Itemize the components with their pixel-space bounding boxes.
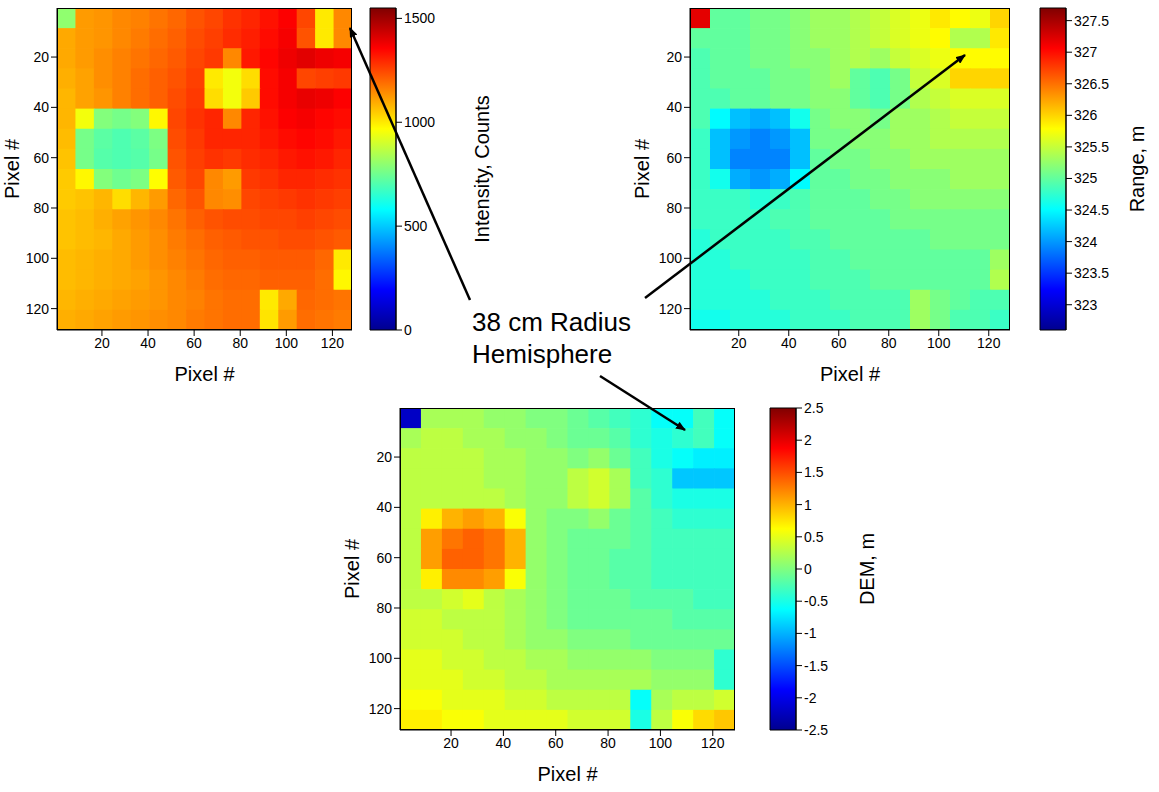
svg-text:80: 80 [232, 335, 248, 351]
svg-text:60: 60 [186, 335, 202, 351]
svg-text:-1: -1 [804, 625, 817, 641]
svg-text:1: 1 [804, 497, 812, 513]
svg-text:326.5: 326.5 [1074, 76, 1109, 92]
svg-text:-1.5: -1.5 [804, 658, 828, 674]
svg-text:60: 60 [831, 335, 847, 351]
svg-text:0: 0 [804, 561, 812, 577]
svg-text:323.5: 323.5 [1074, 265, 1109, 281]
svg-text:60: 60 [376, 550, 392, 566]
svg-text:40: 40 [140, 335, 156, 351]
svg-text:80: 80 [881, 335, 897, 351]
svg-text:2: 2 [804, 432, 812, 448]
svg-text:326: 326 [1074, 107, 1098, 123]
svg-text:120: 120 [26, 301, 50, 317]
html-text:38 cm Radius Hemisphere: 38 cm Radius Hemisphere [472, 307, 631, 369]
svg-text:40: 40 [496, 735, 512, 751]
svg-text:1000: 1000 [404, 114, 435, 130]
svg-text:Pixel #: Pixel # [174, 363, 235, 385]
svg-text:Pixel #: Pixel # [341, 538, 363, 599]
svg-text:324.5: 324.5 [1074, 202, 1109, 218]
svg-text:20: 20 [33, 49, 49, 65]
svg-text:100: 100 [927, 335, 951, 351]
svg-text:-2: -2 [804, 690, 817, 706]
svg-text:40: 40 [33, 99, 49, 115]
svg-text:40: 40 [376, 499, 392, 515]
svg-text:DEM, m: DEM, m [856, 533, 878, 605]
svg-text:80: 80 [666, 200, 682, 216]
svg-text:120: 120 [701, 735, 725, 751]
svg-text:327.5: 327.5 [1074, 13, 1109, 29]
svg-text:60: 60 [666, 150, 682, 166]
svg-text:60: 60 [548, 735, 564, 751]
svg-text:120: 120 [321, 335, 345, 351]
svg-text:1.5: 1.5 [804, 464, 824, 480]
svg-text:Pixel #: Pixel # [1, 138, 23, 199]
svg-text:100: 100 [649, 735, 673, 751]
svg-text:100: 100 [275, 335, 299, 351]
svg-text:20: 20 [376, 449, 392, 465]
svg-text:120: 120 [977, 335, 1001, 351]
svg-text:325.5: 325.5 [1074, 139, 1109, 155]
svg-text:80: 80 [376, 600, 392, 616]
svg-text:80: 80 [33, 200, 49, 216]
svg-text:40: 40 [666, 99, 682, 115]
svg-text:-0.5: -0.5 [804, 593, 828, 609]
svg-text:100: 100 [369, 650, 393, 666]
svg-text:20: 20 [666, 49, 682, 65]
svg-text:80: 80 [600, 735, 616, 751]
svg-text:2.5: 2.5 [804, 400, 824, 416]
svg-text:1500: 1500 [404, 10, 435, 26]
svg-text:0.5: 0.5 [804, 529, 824, 545]
svg-text:0: 0 [404, 322, 412, 338]
svg-text:327: 327 [1074, 44, 1098, 60]
svg-text:Range, m: Range, m [1126, 126, 1148, 213]
svg-text:20: 20 [94, 335, 110, 351]
svg-text:20: 20 [731, 335, 747, 351]
svg-text:Pixel #: Pixel # [537, 763, 598, 785]
svg-text:324: 324 [1074, 234, 1098, 250]
svg-text:100: 100 [26, 250, 50, 266]
svg-text:500: 500 [404, 218, 428, 234]
svg-text:323: 323 [1074, 297, 1098, 313]
svg-text:-2.5: -2.5 [804, 722, 828, 738]
svg-text:325: 325 [1074, 170, 1098, 186]
svg-text:Intensity, Counts: Intensity, Counts [471, 95, 493, 242]
svg-text:20: 20 [443, 735, 459, 751]
svg-text:Pixel #: Pixel # [631, 138, 653, 199]
svg-text:60: 60 [33, 150, 49, 166]
svg-text:120: 120 [369, 701, 393, 717]
svg-text:100: 100 [659, 250, 683, 266]
svg-text:40: 40 [781, 335, 797, 351]
svg-text:Pixel #: Pixel # [820, 363, 881, 385]
svg-text:120: 120 [659, 301, 683, 317]
